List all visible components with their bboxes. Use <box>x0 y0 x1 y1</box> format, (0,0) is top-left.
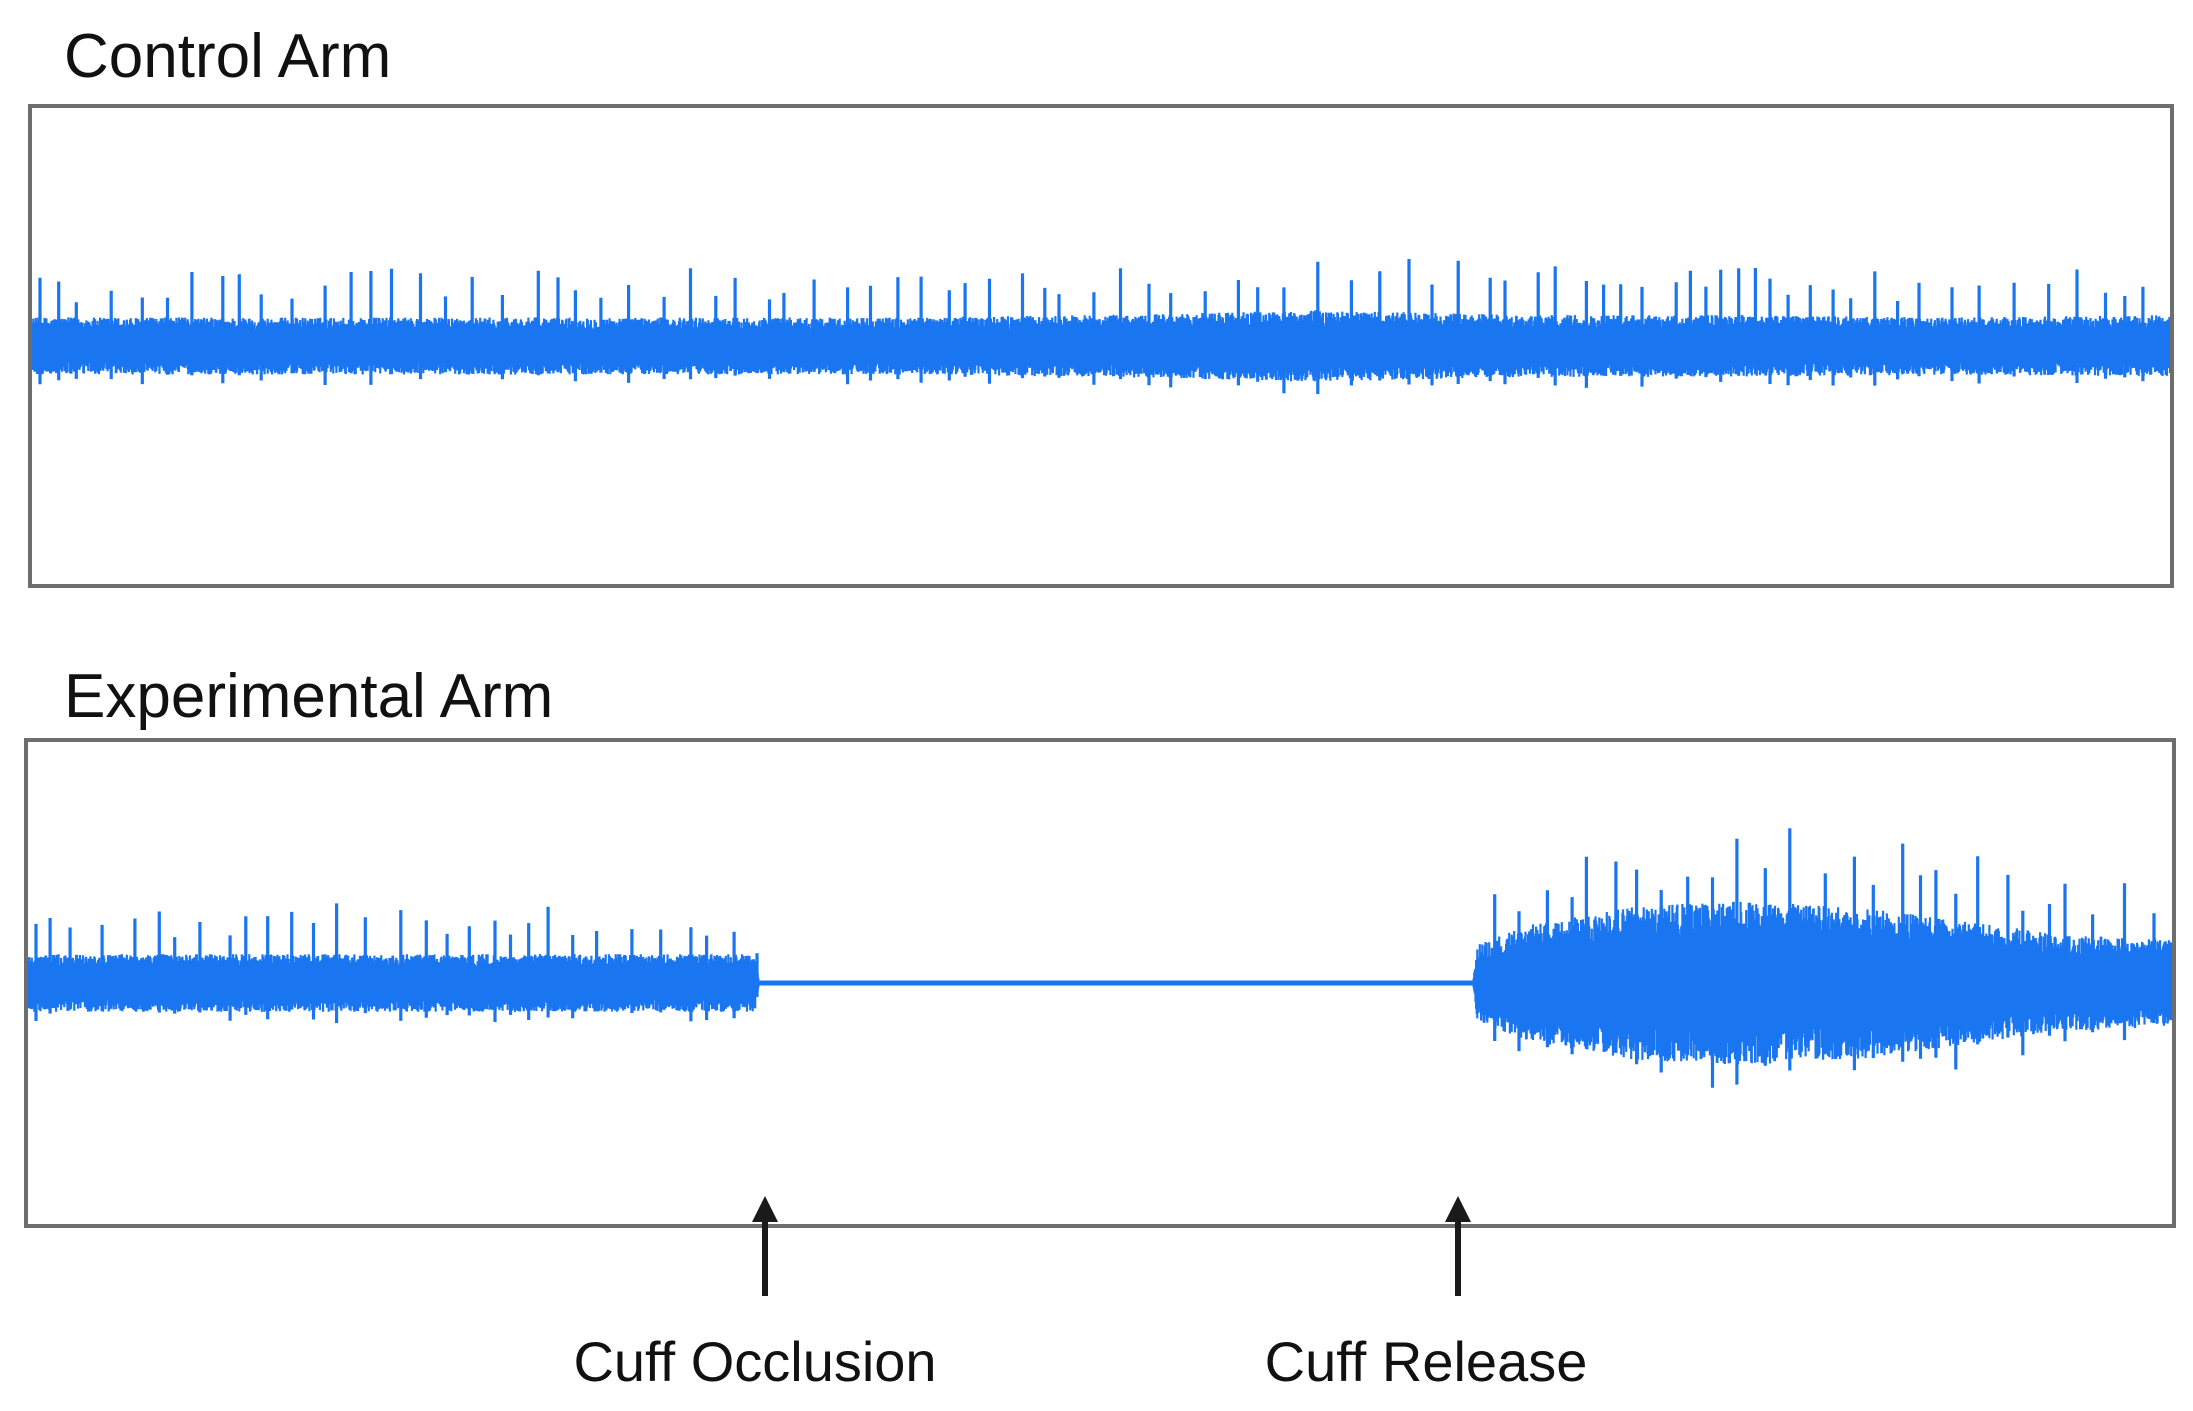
control-arm-trace <box>32 259 2170 394</box>
control-arm-title: Control Arm <box>64 22 392 91</box>
experimental-arm-burst-spikes <box>34 828 2156 1088</box>
arrow-shaft <box>1455 1214 1461 1296</box>
control-arm-burst-spikes <box>38 259 2145 394</box>
experimental-arm-title: Experimental Arm <box>64 662 554 731</box>
experimental-arm-trace <box>28 828 2172 1088</box>
arrow-shaft <box>762 1214 768 1296</box>
cuff-release-label: Cuff Release <box>1264 1330 1588 1393</box>
cuff-occlusion-label: Cuff Occlusion <box>573 1330 937 1393</box>
experimental-arm-panel <box>24 738 2176 1228</box>
control-arm-panel <box>28 104 2174 588</box>
